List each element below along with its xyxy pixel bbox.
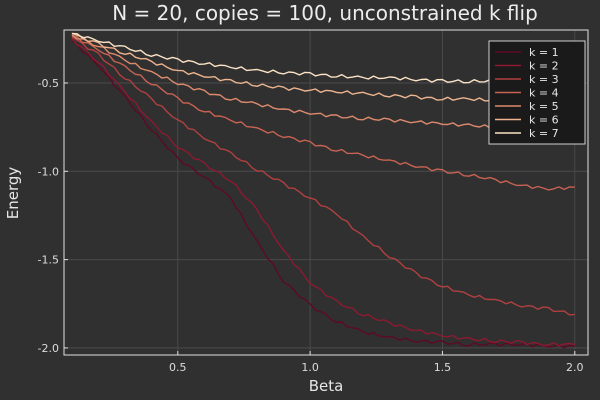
legend: k = 1k = 2k = 3k = 4k = 5k = 6k = 7 (488, 40, 586, 145)
legend-label: k = 6 (529, 114, 559, 127)
legend-entry: k = 2 (495, 60, 559, 73)
legend-entry: k = 3 (495, 73, 559, 86)
x-tick-label: 2.0 (566, 361, 584, 374)
tick-layer: 0.5 1.0 1.5 2.0 -0.5 -1.0 -1.5 -2.0 (38, 77, 584, 374)
plot-frame (63, 29, 589, 356)
x-tick-label: 1.5 (434, 361, 452, 374)
y-tick-label: -1.5 (38, 254, 59, 267)
y-tick-label: -0.5 (38, 77, 59, 90)
legend-entry: k = 7 (495, 127, 559, 140)
x-axis-label: Beta (309, 377, 344, 395)
x-tick-label: 1.0 (301, 361, 319, 374)
series-line-k1 (71, 40, 575, 349)
series-line-k4 (71, 34, 575, 191)
legend-label: k = 7 (529, 127, 559, 140)
y-tick-label: -1.0 (38, 165, 59, 178)
y-tick-label: -2.0 (38, 342, 59, 355)
legend-label: k = 4 (529, 87, 559, 100)
legend-label: k = 5 (529, 100, 559, 113)
legend-label: k = 2 (529, 60, 559, 73)
legend-entry: k = 5 (495, 100, 559, 113)
legend-label: k = 3 (529, 73, 559, 86)
legend-entry: k = 1 (495, 46, 559, 59)
series-line-k3 (71, 36, 575, 316)
series-line-k2 (71, 38, 575, 347)
y-axis-label: Energy (4, 167, 22, 220)
legend-label: k = 1 (529, 46, 559, 59)
legend-entry: k = 6 (495, 114, 559, 127)
legend-entry: k = 4 (495, 87, 559, 100)
x-tick-label: 0.5 (169, 361, 187, 374)
chart-title: N = 20, copies = 100, unconstrained k fl… (112, 1, 538, 25)
